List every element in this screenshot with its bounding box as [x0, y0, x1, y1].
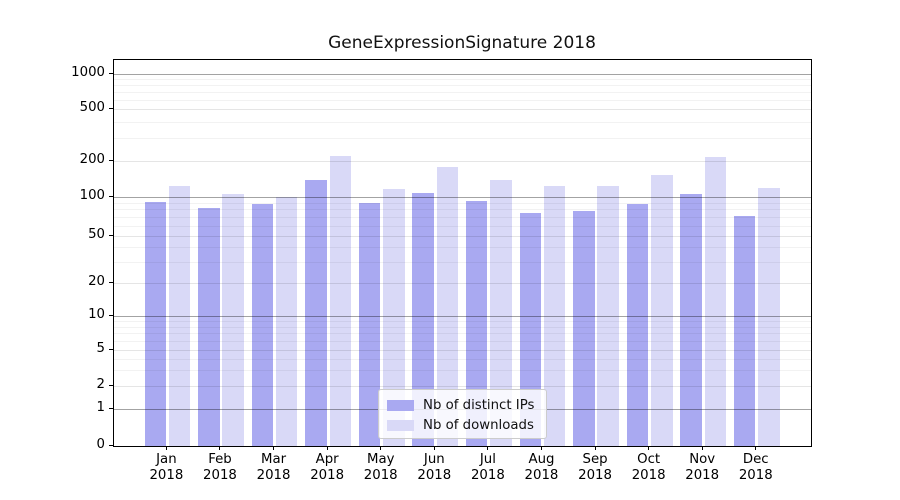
x-tick-label-nov: Nov 2018	[685, 452, 720, 483]
gridline-500	[114, 109, 811, 110]
legend-swatch-downloads-icon	[387, 419, 414, 431]
y-tick-mark	[109, 235, 113, 236]
bar-downloads-sep	[597, 185, 619, 446]
legend-swatch-ips-icon	[387, 399, 414, 411]
y-tick-mark	[109, 444, 113, 446]
bar-ips-aug	[519, 212, 542, 446]
y-tick-label-200: 200	[79, 152, 105, 167]
y-tick-label-2: 2	[96, 377, 105, 393]
gridline-600	[114, 99, 811, 101]
bar-ips-jun	[412, 193, 434, 446]
gridline-400	[114, 121, 811, 123]
x-tick-label-feb: Feb 2018	[203, 452, 237, 483]
y-tick-mark	[109, 108, 113, 109]
x-tick-label-jan: Jan 2018	[149, 452, 184, 483]
y-tick-mark	[109, 195, 113, 197]
chart-title: GeneExpressionSignature 2018	[328, 33, 596, 53]
x-tick-mark	[219, 446, 221, 450]
x-tick-mark	[487, 446, 489, 450]
bar-ips-mar	[251, 204, 274, 446]
y-tick-mark	[109, 407, 113, 409]
gridline-300	[114, 137, 811, 139]
bar-downloads-nov	[704, 157, 727, 446]
legend-item-downloads: Nb of downloads	[387, 415, 546, 435]
y-tick-label-1: 1	[96, 399, 105, 415]
gridline-1000	[114, 74, 811, 75]
bar-ips-feb	[198, 207, 220, 446]
y-tick-mark	[109, 282, 113, 283]
bar-ips-oct	[626, 203, 649, 446]
y-tick-label-1000: 1000	[71, 65, 105, 80]
y-tick-mark	[109, 315, 113, 316]
y-tick-mark	[109, 160, 113, 161]
bar-downloads-dec	[758, 188, 780, 446]
y-tick-label-20: 20	[88, 274, 105, 289]
y-tick-mark	[109, 385, 113, 387]
x-tick-mark	[540, 446, 542, 450]
bar-downloads-oct	[651, 174, 673, 446]
legend: Nb of distinct IPs Nb of downloads	[378, 389, 547, 439]
gridline-900	[114, 79, 811, 81]
bar-downloads-apr	[329, 156, 352, 446]
x-tick-mark	[433, 446, 435, 450]
bar-ips-sep	[573, 211, 595, 446]
x-tick-mark	[165, 446, 167, 450]
plot-area	[113, 59, 812, 447]
x-tick-label-oct: Oct 2018	[631, 452, 666, 483]
y-tick-label-500: 500	[79, 100, 105, 115]
bar-ips-apr	[305, 179, 327, 446]
x-tick-mark	[701, 446, 703, 450]
y-tick-label-5: 5	[96, 341, 105, 356]
legend-item-ips: Nb of distinct IPs	[387, 395, 546, 415]
gridline-700	[114, 92, 811, 93]
x-tick-mark	[594, 446, 596, 450]
gridline-800	[114, 85, 811, 87]
bar-downloads-jun	[436, 166, 459, 446]
x-tick-mark	[273, 446, 275, 450]
y-tick-label-100: 100	[79, 187, 105, 203]
bar-downloads-aug	[543, 185, 566, 446]
bar-downloads-jul	[490, 179, 512, 446]
bar-ips-nov	[680, 194, 702, 446]
x-tick-label-may: May 2018	[363, 452, 398, 483]
x-tick-mark	[326, 446, 328, 450]
x-tick-mark	[755, 446, 757, 450]
bar-ips-jan	[144, 201, 166, 446]
bar-downloads-may	[383, 188, 405, 446]
x-tick-label-dec: Dec 2018	[738, 452, 773, 483]
x-tick-mark	[648, 446, 650, 450]
bar-downloads-feb	[222, 193, 244, 446]
bar-ips-jul	[465, 200, 488, 446]
x-tick-mark	[380, 446, 382, 450]
y-tick-label-10: 10	[88, 307, 105, 322]
x-tick-label-jul: Jul 2018	[470, 452, 505, 483]
y-tick-label-50: 50	[88, 227, 105, 242]
bar-ips-dec	[733, 215, 756, 446]
x-tick-label-sep: Sep 2018	[578, 452, 612, 483]
x-tick-label-jun: Jun 2018	[417, 452, 452, 483]
x-tick-label-apr: Apr 2018	[310, 452, 345, 483]
legend-label-downloads: Nb of downloads	[423, 417, 534, 433]
bar-downloads-jan	[168, 185, 191, 446]
y-tick-label-0: 0	[96, 436, 105, 452]
y-tick-mark	[109, 73, 113, 74]
bar-ips-may	[358, 203, 381, 446]
legend-label-ips: Nb of distinct IPs	[423, 397, 535, 413]
bar-downloads-mar	[275, 197, 298, 446]
y-tick-mark	[109, 349, 113, 350]
x-tick-label-aug: Aug 2018	[524, 452, 559, 483]
x-tick-label-mar: Mar 2018	[256, 452, 291, 483]
